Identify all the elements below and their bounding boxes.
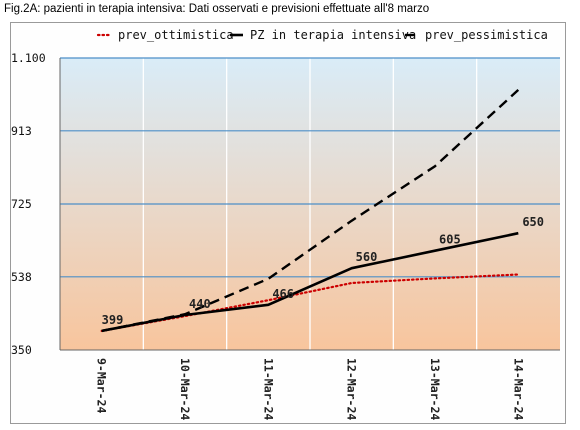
legend-label: prev_pessimistica — [425, 28, 548, 42]
data-label: 560 — [356, 250, 378, 264]
series-line-prev-ottimistica — [100, 273, 520, 332]
x-tick-label: 11-Mar-24 — [261, 358, 275, 420]
data-label: 440 — [189, 297, 211, 311]
x-axis-tick-labels: 9-Mar-24 10-Mar-24 11-Mar-24 12-Mar-24 13-Ma… — [95, 358, 526, 420]
data-labels: 399 440 466 560 605 650 — [102, 215, 544, 327]
data-label: 466 — [272, 287, 294, 301]
legend: prev_ottimistica PZ in terapia intensiva p… — [96, 28, 548, 42]
data-label: 605 — [439, 233, 461, 247]
chart-frame: prev_ottimistica PZ in terapia intensiva p… — [10, 22, 566, 424]
legend-label: prev_ottimistica — [118, 28, 234, 42]
x-tick-label: 10-Mar-24 — [178, 358, 192, 420]
x-tick-label: 14-Mar-24 — [511, 358, 525, 420]
x-tick-label: 13-Mar-24 — [428, 358, 442, 420]
legend-label: PZ in terapia intensiva — [250, 28, 416, 42]
x-tick-label: 9-Mar-24 — [95, 358, 109, 413]
series-line-prev-pessimistica — [101, 89, 520, 333]
y-tick-label: 913 — [11, 124, 32, 138]
figure-title: Fig.2A: pazienti in terapia intensiva: D… — [4, 3, 430, 15]
y-tick-label: 350 — [11, 343, 32, 357]
y-tick-label: 1.100 — [11, 51, 46, 65]
y-tick-label: 725 — [11, 197, 32, 211]
y-tick-label: 538 — [11, 270, 32, 284]
horizontal-gridlines — [59, 57, 560, 351]
data-label: 399 — [102, 313, 124, 327]
line-chart: prev_ottimistica PZ in terapia intensiva p… — [10, 22, 566, 424]
x-tick-label: 12-Mar-24 — [345, 358, 359, 420]
y-axis-tick-labels: 350 538 725 913 1.100 — [11, 51, 46, 357]
series-lines — [100, 89, 520, 333]
data-label: 650 — [522, 215, 544, 229]
